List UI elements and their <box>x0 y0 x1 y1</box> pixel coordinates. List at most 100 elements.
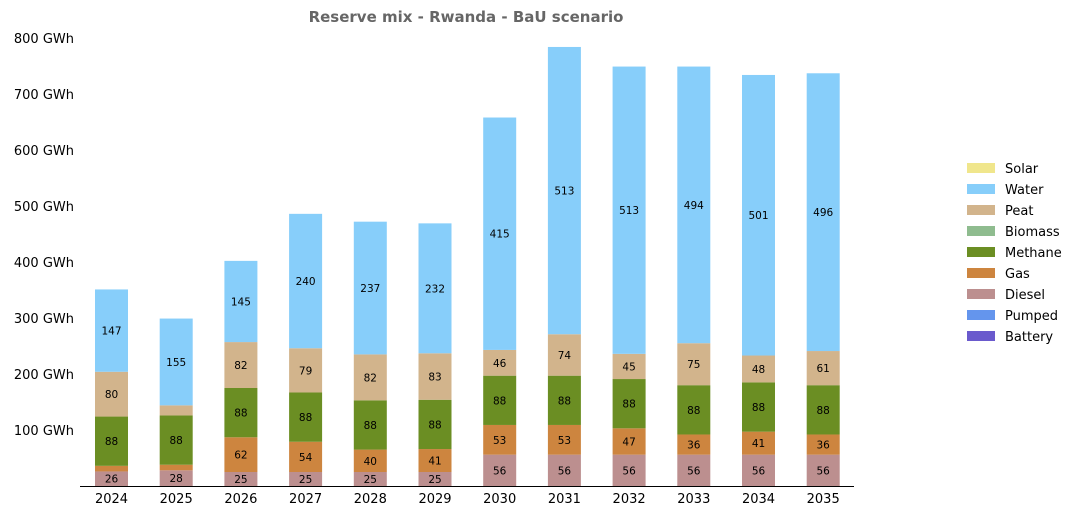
bar-segment-methane <box>742 382 775 432</box>
data-label: 54 <box>299 452 313 464</box>
legend-swatch-diesel <box>967 289 995 299</box>
x-tick-label: 2030 <box>483 492 516 507</box>
data-label: 494 <box>684 200 704 212</box>
data-label: 88 <box>299 412 312 424</box>
data-label: 88 <box>622 399 635 411</box>
x-tick-label: 2024 <box>95 492 128 507</box>
x-tick-label: 2032 <box>613 492 646 507</box>
data-label: 82 <box>234 360 247 372</box>
bar-segment-diesel <box>483 454 517 486</box>
legend-swatch-solar <box>967 163 995 173</box>
data-label: 88 <box>170 435 183 447</box>
bar-segment-methane <box>483 375 517 425</box>
bar-segment-methane <box>612 379 646 429</box>
y-tick-label: 500 GWh <box>14 200 74 215</box>
bar-segment-diesel <box>353 472 387 486</box>
bar-segment-diesel <box>159 470 193 486</box>
bars-group: 26 88 80 147 28 88 155 25 62 88 82 145 25 54 88 79 240 25… <box>95 46 840 486</box>
y-tick-label: 400 GWh <box>14 256 74 271</box>
data-label: 88 <box>687 405 700 417</box>
bar-segment-gas <box>418 449 452 472</box>
legend-label-biomass: Biomass <box>1005 225 1060 240</box>
data-label: 88 <box>234 408 247 420</box>
legend-label-diesel: Diesel <box>1005 288 1045 303</box>
y-tick-label: 300 GWh <box>14 312 74 327</box>
bar-segment-diesel <box>612 454 646 486</box>
bar-segment-methane <box>159 415 193 465</box>
bar-segment-gas <box>677 434 711 455</box>
bar-segment-peat <box>159 405 193 416</box>
bar-segment-gas <box>483 424 517 455</box>
bar-segment-water <box>483 117 517 350</box>
y-tick-label: 100 GWh <box>14 424 74 439</box>
data-label: 47 <box>622 436 635 448</box>
legend-label-peat: Peat <box>1005 204 1033 219</box>
y-axis: 100 GWh 200 GWh 300 GWh 400 GWh 500 GWh 600 G… <box>14 32 74 439</box>
data-label: 237 <box>360 283 380 295</box>
data-label: 56 <box>622 465 636 477</box>
bar-segment-diesel <box>289 472 323 486</box>
bar-segment-peat <box>483 349 517 376</box>
data-label: 88 <box>558 395 571 407</box>
data-label: 513 <box>554 186 574 198</box>
legend-swatch-gas <box>967 268 995 278</box>
data-label: 56 <box>687 465 701 477</box>
x-tick-label: 2031 <box>548 492 581 507</box>
data-label: 53 <box>493 435 506 447</box>
bar-segment-peat <box>806 351 840 386</box>
bar-segment-peat <box>95 371 128 417</box>
data-label: 74 <box>558 350 572 362</box>
legend-label-pumped: Pumped <box>1005 309 1058 324</box>
bar-segment-methane <box>547 375 581 425</box>
bar-segment-diesel <box>742 454 775 486</box>
data-label: 56 <box>752 465 766 477</box>
legend-swatch-battery <box>967 331 995 341</box>
data-label: 88 <box>428 419 441 431</box>
data-label: 46 <box>493 358 507 370</box>
data-label: 83 <box>428 372 441 384</box>
bar-segment-diesel <box>224 472 258 486</box>
bar-segment-gas <box>289 441 323 472</box>
data-label: 145 <box>231 296 251 308</box>
bar-segment-water <box>742 74 775 356</box>
bar-segment-gas <box>95 465 128 472</box>
legend-swatch-peat <box>967 205 995 215</box>
data-label: 25 <box>299 474 312 486</box>
data-label: 25 <box>428 474 441 486</box>
y-tick-label: 700 GWh <box>14 88 74 103</box>
data-label: 40 <box>364 456 377 468</box>
data-label: 45 <box>622 361 635 373</box>
data-label: 61 <box>817 363 830 375</box>
data-label: 56 <box>817 465 831 477</box>
legend: Solar Water Peat Biomass Methane Gas Diesel Pum… <box>967 162 1062 345</box>
bar-segment-gas <box>224 437 258 472</box>
bar-segment-peat <box>224 342 258 388</box>
bar-segment-water <box>418 223 452 354</box>
data-label: 82 <box>364 372 377 384</box>
x-tick-label: 2025 <box>160 492 193 507</box>
data-label: 56 <box>493 465 507 477</box>
bar-segment-water <box>159 318 193 406</box>
x-tick-label: 2035 <box>807 492 840 507</box>
bar-segment-gas <box>547 424 581 455</box>
bar-segment-water <box>677 66 711 344</box>
data-label: 56 <box>558 465 572 477</box>
bar-segment-gas <box>612 428 646 455</box>
legend-label-water: Water <box>1005 183 1044 198</box>
bar-segment-water <box>224 260 258 343</box>
bar-segment-water <box>353 221 387 355</box>
y-tick-label: 800 GWh <box>14 32 74 47</box>
data-label: 147 <box>101 326 121 338</box>
x-tick-label: 2028 <box>354 492 387 507</box>
bar-segment-peat <box>612 353 646 380</box>
legend-label-battery: Battery <box>1005 330 1053 345</box>
legend-label-methane: Methane <box>1005 246 1062 261</box>
bar-segment-water <box>612 66 646 354</box>
data-label: 88 <box>493 395 506 407</box>
x-axis: 2024 2025 2026 2027 2028 2029 2030 2031 2032 2033… <box>95 492 840 507</box>
data-label: 48 <box>752 364 765 376</box>
data-label: 415 <box>490 229 510 241</box>
data-label: 62 <box>234 450 247 462</box>
legend-swatch-water <box>967 184 995 194</box>
bar-segment-methane <box>418 399 452 450</box>
